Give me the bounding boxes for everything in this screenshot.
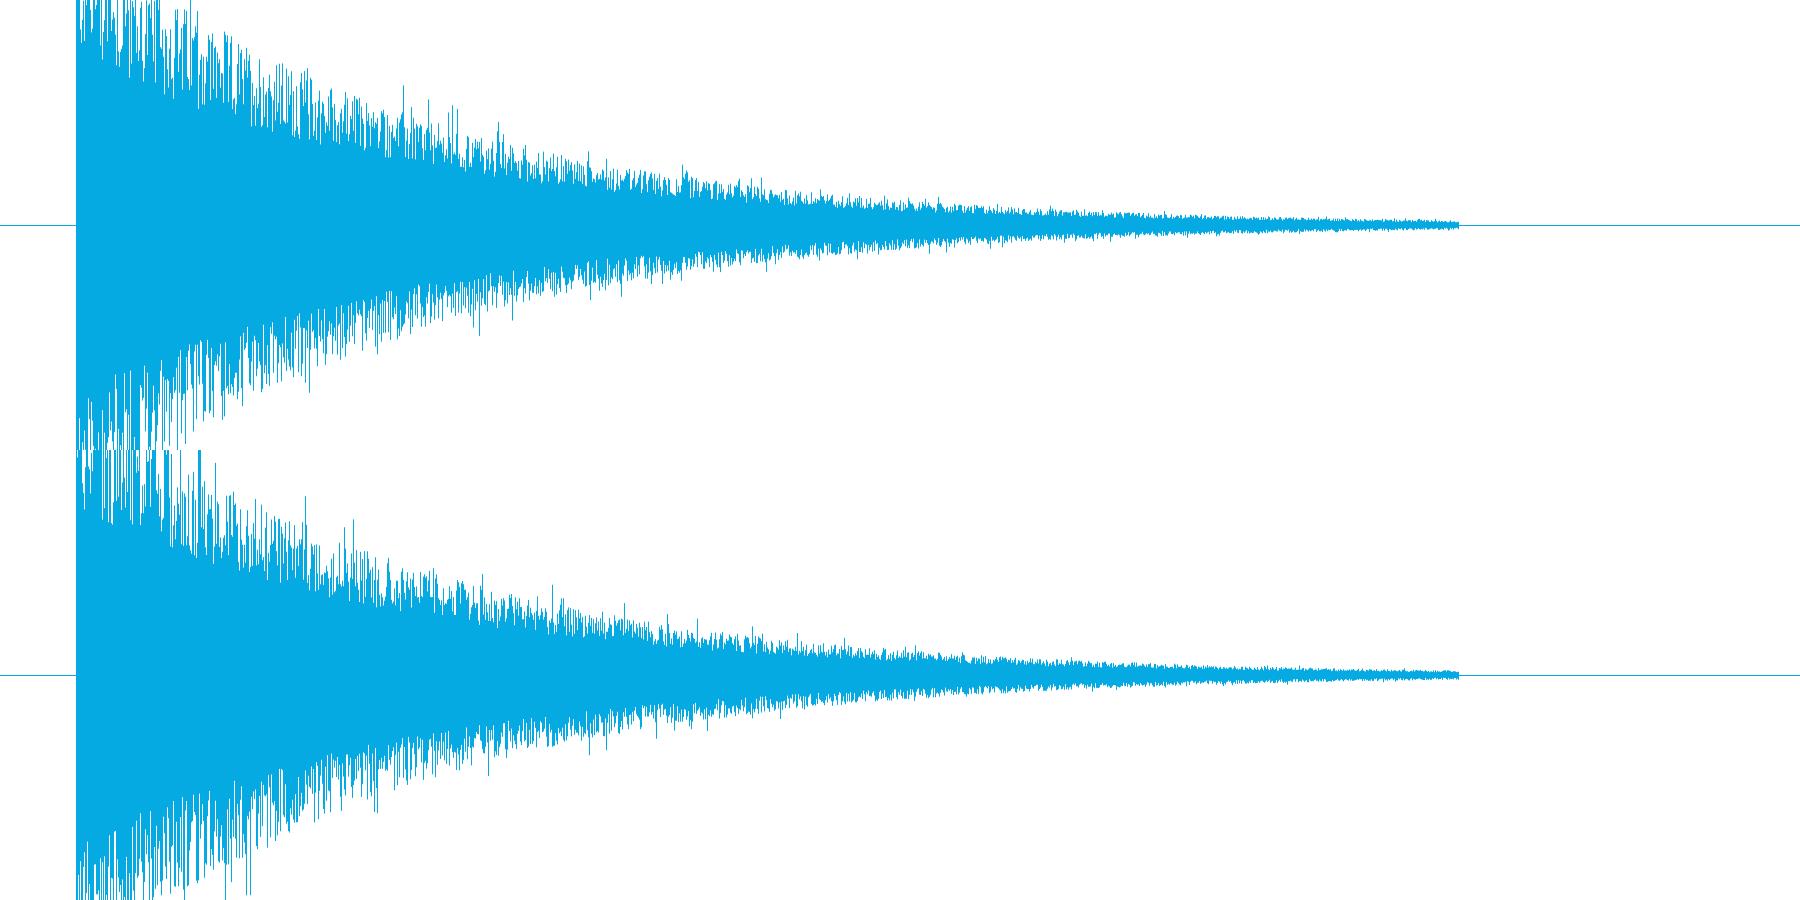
channel-2-waveform <box>0 450 1800 900</box>
channel-waveform-trace <box>76 0 1459 450</box>
channel-waveform-trace <box>76 450 1459 900</box>
channel-1-waveform <box>0 0 1800 450</box>
